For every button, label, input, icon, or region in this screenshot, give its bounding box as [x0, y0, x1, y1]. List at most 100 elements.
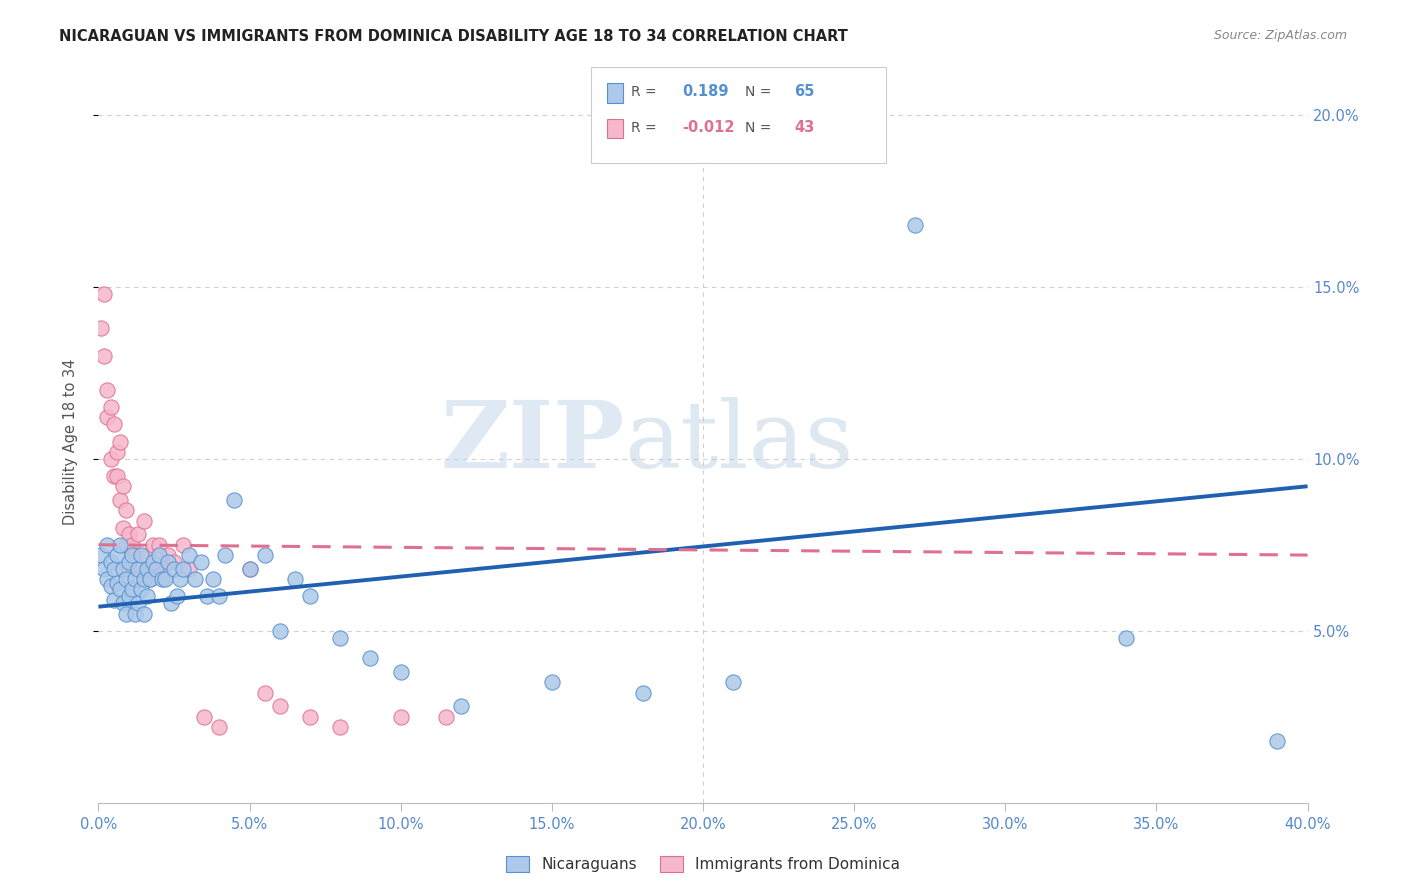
Point: [153, 572, 176, 586]
Point: [163, 555, 186, 569]
Point: [163, 562, 186, 576]
Text: N =: N =: [745, 85, 776, 99]
Point: [269, 624, 291, 638]
Point: [145, 562, 167, 576]
Point: [93, 562, 115, 576]
Point: [135, 562, 157, 576]
Point: [127, 562, 149, 576]
Point: [90, 548, 112, 562]
Point: [284, 572, 307, 586]
Text: atlas: atlas: [624, 397, 853, 486]
Point: [118, 527, 141, 541]
Point: [150, 572, 173, 586]
Point: [540, 675, 562, 690]
Point: [100, 555, 122, 569]
Point: [105, 469, 128, 483]
Point: [108, 493, 131, 508]
Point: [124, 607, 146, 621]
Text: R =: R =: [631, 120, 661, 135]
Point: [90, 321, 112, 335]
Point: [121, 582, 143, 597]
Point: [169, 572, 191, 586]
Point: [103, 592, 125, 607]
Text: 0.189: 0.189: [682, 85, 728, 99]
Point: [103, 417, 125, 432]
Point: [193, 710, 215, 724]
Point: [111, 562, 134, 576]
Point: [114, 503, 136, 517]
Point: [121, 538, 143, 552]
Point: [135, 590, 157, 604]
Text: 43: 43: [794, 120, 814, 135]
Point: [118, 590, 141, 604]
Text: NICARAGUAN VS IMMIGRANTS FROM DOMINICA DISABILITY AGE 18 TO 34 CORRELATION CHART: NICARAGUAN VS IMMIGRANTS FROM DOMINICA D…: [59, 29, 848, 44]
Point: [118, 555, 141, 569]
Point: [105, 575, 128, 590]
Point: [100, 400, 122, 414]
Point: [904, 218, 927, 232]
Point: [142, 538, 165, 552]
Point: [299, 710, 322, 724]
Point: [160, 596, 183, 610]
Point: [132, 514, 155, 528]
Point: [723, 675, 745, 690]
Point: [139, 572, 162, 586]
Y-axis label: Disability Age 18 to 34: Disability Age 18 to 34: [63, 359, 77, 524]
Point: [299, 590, 322, 604]
Point: [139, 572, 162, 586]
Point: [142, 555, 165, 569]
Point: [450, 699, 472, 714]
Text: N =: N =: [745, 120, 776, 135]
Point: [100, 451, 122, 466]
Point: [124, 548, 146, 562]
Point: [156, 555, 179, 569]
Point: [1267, 734, 1289, 748]
Point: [172, 562, 194, 576]
Point: [172, 538, 194, 552]
Point: [269, 699, 291, 714]
Point: [179, 562, 201, 576]
Point: [224, 493, 246, 508]
Point: [124, 572, 146, 586]
Point: [96, 572, 118, 586]
Point: [239, 562, 262, 576]
Point: [389, 665, 412, 679]
Point: [127, 527, 149, 541]
Point: [111, 596, 134, 610]
Point: [96, 410, 118, 425]
Point: [389, 710, 412, 724]
Point: [166, 590, 188, 604]
Point: [103, 562, 125, 576]
Point: [100, 579, 122, 593]
Point: [145, 562, 167, 576]
Point: [103, 469, 125, 483]
Point: [96, 538, 118, 552]
Point: [135, 548, 157, 562]
Point: [114, 572, 136, 586]
Point: [195, 590, 218, 604]
Point: [111, 520, 134, 534]
Point: [190, 555, 212, 569]
Point: [93, 286, 115, 301]
Point: [156, 548, 179, 562]
Point: [96, 383, 118, 397]
Point: [631, 686, 654, 700]
Point: [214, 548, 236, 562]
Point: [127, 596, 149, 610]
Point: [239, 562, 262, 576]
Point: [129, 548, 152, 562]
Point: [184, 572, 207, 586]
Text: Source: ZipAtlas.com: Source: ZipAtlas.com: [1213, 29, 1347, 42]
Point: [108, 582, 131, 597]
Point: [108, 538, 131, 552]
Point: [148, 548, 170, 562]
Point: [114, 538, 136, 552]
Point: [179, 548, 201, 562]
Point: [208, 720, 231, 734]
Text: ZIP: ZIP: [440, 397, 624, 486]
Point: [150, 562, 173, 576]
Legend: Nicaraguans, Immigrants from Dominica: Nicaraguans, Immigrants from Dominica: [501, 850, 905, 879]
Point: [129, 582, 152, 597]
Point: [253, 686, 276, 700]
Point: [208, 590, 231, 604]
